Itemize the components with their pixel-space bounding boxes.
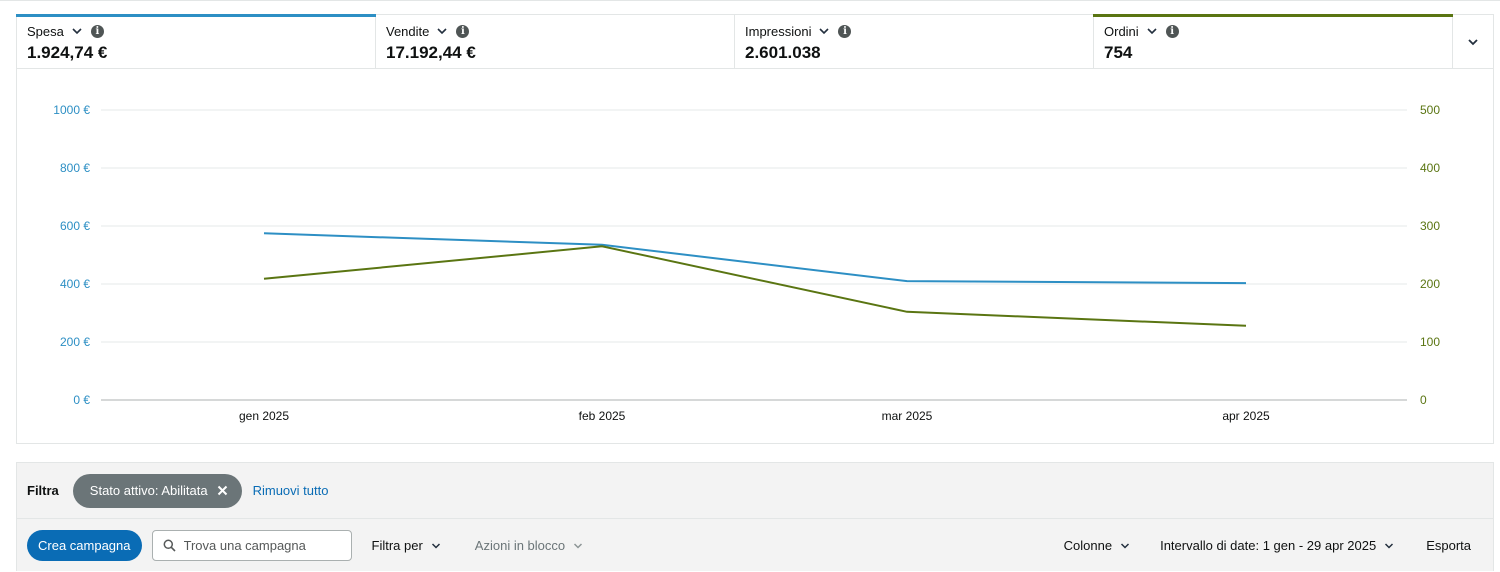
chevron-down-icon xyxy=(574,542,583,549)
date-range-dropdown[interactable]: Intervallo di date: 1 gen - 29 apr 2025 xyxy=(1160,538,1394,553)
filter-label: Filtra xyxy=(27,483,59,498)
columns-dropdown[interactable]: Colonne xyxy=(1064,538,1130,553)
y-left-tick-label: 1000 € xyxy=(53,103,90,117)
dropdown-label: Azioni in blocco xyxy=(474,538,566,553)
y-right-tick-label: 0 xyxy=(1420,393,1427,407)
metric-tiles: Spesa i 1.924,74 € Vendite i 17.192,44 €… xyxy=(16,14,1494,69)
series-line-spesa xyxy=(263,232,1247,285)
expand-metrics-button[interactable] xyxy=(1452,15,1493,68)
performance-chart: 0 € 0 200 € 100 400 € 200 600 € 300 800 € 400 1000… xyxy=(16,68,1494,444)
y-left-tick-label: 200 € xyxy=(60,335,90,349)
action-bar: Crea campagna Filtra per Azioni in blocc… xyxy=(17,519,1493,572)
create-campaign-button[interactable]: Crea campagna xyxy=(27,530,142,561)
metric-value: 754 xyxy=(1104,43,1133,62)
active-filter-chip[interactable]: Stato attivo: Abilitata xyxy=(72,473,242,508)
chevron-down-icon xyxy=(431,542,440,549)
metric-label: Vendite xyxy=(386,23,430,39)
info-icon[interactable]: i xyxy=(838,24,852,38)
y-right-tick-label: 200 xyxy=(1420,277,1440,291)
chevron-down-icon[interactable] xyxy=(71,25,83,37)
filter-panel: Filtra Stato attivo: Abilitata Rimuovi t… xyxy=(16,462,1494,571)
metric-label: Spesa xyxy=(27,23,64,39)
search-box[interactable] xyxy=(151,530,352,561)
chevron-down-icon xyxy=(1385,542,1394,549)
dropdown-label: Intervallo di date: 1 gen - 29 apr 2025 xyxy=(1160,538,1377,553)
y-right-tick-label: 500 xyxy=(1420,103,1440,117)
y-left-tick-label: 800 € xyxy=(60,161,90,175)
y-right-tick-label: 400 xyxy=(1420,161,1440,175)
filter-row: Filtra Stato attivo: Abilitata Rimuovi t… xyxy=(17,463,1493,518)
metric-label: Ordini xyxy=(1104,23,1139,39)
chevron-down-icon xyxy=(1121,542,1130,549)
metric-label: Impressioni xyxy=(745,23,812,39)
bulk-actions-dropdown[interactable]: Azioni in blocco xyxy=(475,538,583,553)
y-left-tick-label: 400 € xyxy=(60,277,90,291)
x-tick-label: gen 2025 xyxy=(239,409,289,423)
info-icon[interactable]: i xyxy=(456,24,470,38)
filter-by-dropdown[interactable]: Filtra per xyxy=(372,538,441,553)
right-actions: Colonne Intervallo di date: 1 gen - 29 a… xyxy=(1064,538,1493,553)
top-divider xyxy=(0,0,1500,1)
x-tick-label: feb 2025 xyxy=(579,409,626,423)
chevron-down-icon xyxy=(1467,38,1478,45)
search-input[interactable] xyxy=(183,538,344,553)
y-left-tick-label: 600 € xyxy=(60,219,90,233)
y-right-tick-label: 100 xyxy=(1420,335,1440,349)
x-tick-label: mar 2025 xyxy=(882,409,933,423)
dropdown-label: Filtra per xyxy=(371,538,423,553)
x-tick-label: apr 2025 xyxy=(1222,409,1270,423)
search-icon xyxy=(163,539,176,552)
export-button[interactable]: Esporta xyxy=(1426,538,1471,553)
dropdown-label: Colonne xyxy=(1063,538,1113,553)
y-right-tick-label: 300 xyxy=(1420,219,1440,233)
line-chart: 0 € 0 200 € 100 400 € 200 600 € 300 800 € 400 1000… xyxy=(53,103,1440,423)
chip-label: Stato attivo: Abilitata xyxy=(89,483,208,498)
series-line-ordini xyxy=(263,245,1247,327)
divider xyxy=(17,518,1493,519)
info-icon[interactable]: i xyxy=(90,24,104,38)
y-left-tick-label: 0 € xyxy=(73,393,90,407)
metric-value: 1.924,74 € xyxy=(27,43,108,62)
info-icon[interactable]: i xyxy=(1165,24,1179,38)
metric-accent-bar xyxy=(1093,14,1453,17)
metric-tile-spesa[interactable]: Spesa i 1.924,74 € xyxy=(16,14,376,68)
metric-accent-bar xyxy=(16,14,376,17)
metric-value: 17.192,44 € xyxy=(386,43,476,62)
chevron-down-icon[interactable] xyxy=(1146,25,1158,37)
chevron-down-icon[interactable] xyxy=(436,25,448,37)
chevron-down-icon[interactable] xyxy=(818,25,830,37)
close-icon[interactable] xyxy=(217,485,228,496)
remove-all-link[interactable]: Rimuovi tutto xyxy=(252,483,329,498)
metric-value: 2.601.038 xyxy=(745,43,821,62)
metric-tile-vendite[interactable]: Vendite i 17.192,44 € xyxy=(376,15,735,68)
metric-tile-impressioni[interactable]: Impressioni i 2.601.038 xyxy=(735,15,1094,68)
metric-tile-ordini[interactable]: Ordini i 754 xyxy=(1093,14,1453,68)
